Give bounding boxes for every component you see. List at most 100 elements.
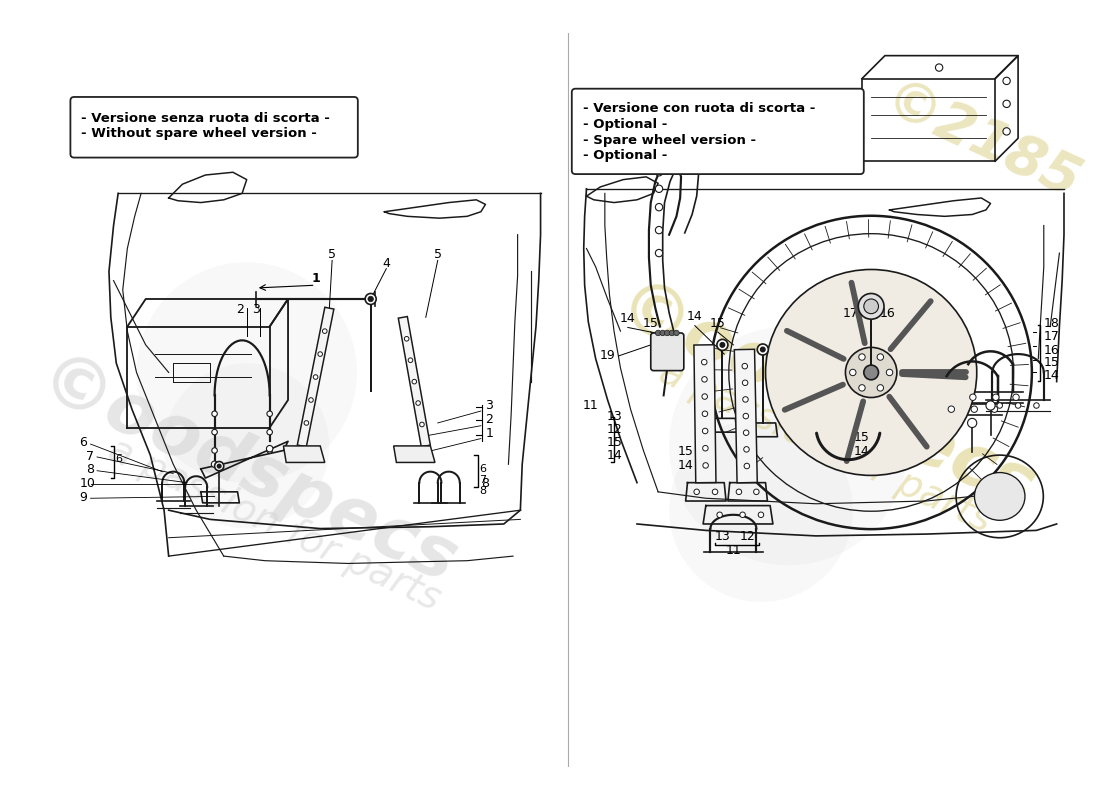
Circle shape (420, 422, 425, 426)
Text: 16: 16 (880, 307, 895, 320)
Text: 14: 14 (678, 459, 693, 472)
Circle shape (660, 330, 666, 336)
Text: 15: 15 (1044, 356, 1059, 369)
Text: ©oodspecs: ©oodspecs (605, 273, 1045, 527)
Text: 8: 8 (478, 486, 486, 496)
Circle shape (864, 365, 879, 380)
Circle shape (367, 296, 373, 302)
Text: 19: 19 (600, 349, 616, 362)
Circle shape (702, 377, 707, 382)
Circle shape (742, 397, 748, 402)
Circle shape (164, 363, 329, 529)
Circle shape (218, 464, 221, 468)
Circle shape (877, 385, 883, 391)
Text: 2: 2 (485, 413, 493, 426)
Circle shape (713, 489, 718, 494)
Text: - Without spare wheel version -: - Without spare wheel version - (81, 127, 317, 140)
Polygon shape (284, 446, 324, 462)
Circle shape (971, 406, 978, 412)
Text: ©2185: ©2185 (874, 74, 1088, 212)
Circle shape (758, 512, 763, 518)
Circle shape (408, 358, 412, 362)
Circle shape (864, 299, 879, 314)
Circle shape (969, 394, 976, 401)
Text: 11: 11 (726, 544, 741, 558)
Text: - Versione con ruota di scorta -: - Versione con ruota di scorta - (583, 102, 815, 115)
Circle shape (742, 380, 748, 386)
Circle shape (887, 370, 893, 376)
Circle shape (757, 344, 768, 355)
Text: 14: 14 (620, 312, 636, 325)
Text: 3: 3 (252, 302, 260, 316)
Text: 5: 5 (328, 248, 337, 261)
Circle shape (744, 463, 749, 469)
Circle shape (754, 489, 759, 494)
Circle shape (992, 394, 999, 401)
Circle shape (405, 337, 409, 341)
Circle shape (968, 418, 977, 427)
Circle shape (267, 430, 273, 435)
Text: 12: 12 (739, 530, 755, 542)
Text: 4: 4 (383, 257, 390, 270)
Ellipse shape (846, 347, 896, 398)
Ellipse shape (766, 270, 977, 475)
Text: 11: 11 (583, 399, 598, 412)
Circle shape (702, 359, 707, 365)
Circle shape (736, 489, 741, 494)
Circle shape (212, 448, 218, 454)
Text: 6: 6 (79, 436, 88, 449)
Text: 9: 9 (79, 491, 88, 504)
Circle shape (1034, 402, 1040, 408)
Circle shape (267, 448, 273, 454)
Circle shape (309, 398, 313, 402)
Circle shape (212, 430, 218, 435)
Text: 12: 12 (607, 423, 623, 436)
Circle shape (694, 489, 700, 494)
Circle shape (986, 401, 996, 410)
Circle shape (858, 294, 884, 319)
Circle shape (267, 411, 273, 417)
Text: 13: 13 (607, 410, 623, 423)
Circle shape (744, 446, 749, 452)
FancyBboxPatch shape (70, 97, 358, 158)
Circle shape (717, 339, 728, 350)
Text: 16: 16 (1044, 344, 1059, 357)
Circle shape (742, 363, 748, 369)
Circle shape (266, 446, 273, 452)
Text: 14: 14 (1044, 369, 1059, 382)
Circle shape (656, 185, 662, 193)
Text: 6: 6 (116, 454, 122, 465)
Circle shape (849, 370, 856, 376)
Text: - Versione senza ruota di scorta -: - Versione senza ruota di scorta - (81, 112, 330, 125)
Text: 17: 17 (843, 307, 859, 320)
Circle shape (318, 352, 322, 356)
Text: 1: 1 (311, 273, 320, 286)
Text: 3: 3 (485, 399, 493, 412)
Circle shape (703, 446, 708, 451)
Circle shape (656, 330, 661, 336)
Text: 14: 14 (607, 449, 623, 462)
Circle shape (1015, 402, 1021, 408)
Text: 15: 15 (678, 445, 694, 458)
Text: 5: 5 (433, 248, 442, 261)
Text: 14: 14 (854, 445, 870, 458)
Text: 15: 15 (710, 317, 726, 330)
Circle shape (664, 330, 670, 336)
Circle shape (740, 512, 746, 518)
Circle shape (948, 406, 955, 412)
Text: 8: 8 (86, 463, 94, 477)
Text: - Optional -: - Optional - (583, 150, 668, 162)
Polygon shape (297, 307, 334, 447)
Circle shape (1003, 100, 1010, 107)
Text: 10: 10 (79, 478, 96, 490)
Circle shape (136, 262, 356, 482)
Polygon shape (398, 317, 430, 446)
Circle shape (703, 462, 708, 468)
Circle shape (1013, 394, 1020, 401)
Circle shape (656, 169, 662, 176)
Circle shape (416, 401, 420, 406)
Circle shape (720, 342, 725, 347)
Circle shape (991, 406, 998, 412)
Circle shape (365, 294, 376, 305)
Circle shape (304, 421, 309, 426)
